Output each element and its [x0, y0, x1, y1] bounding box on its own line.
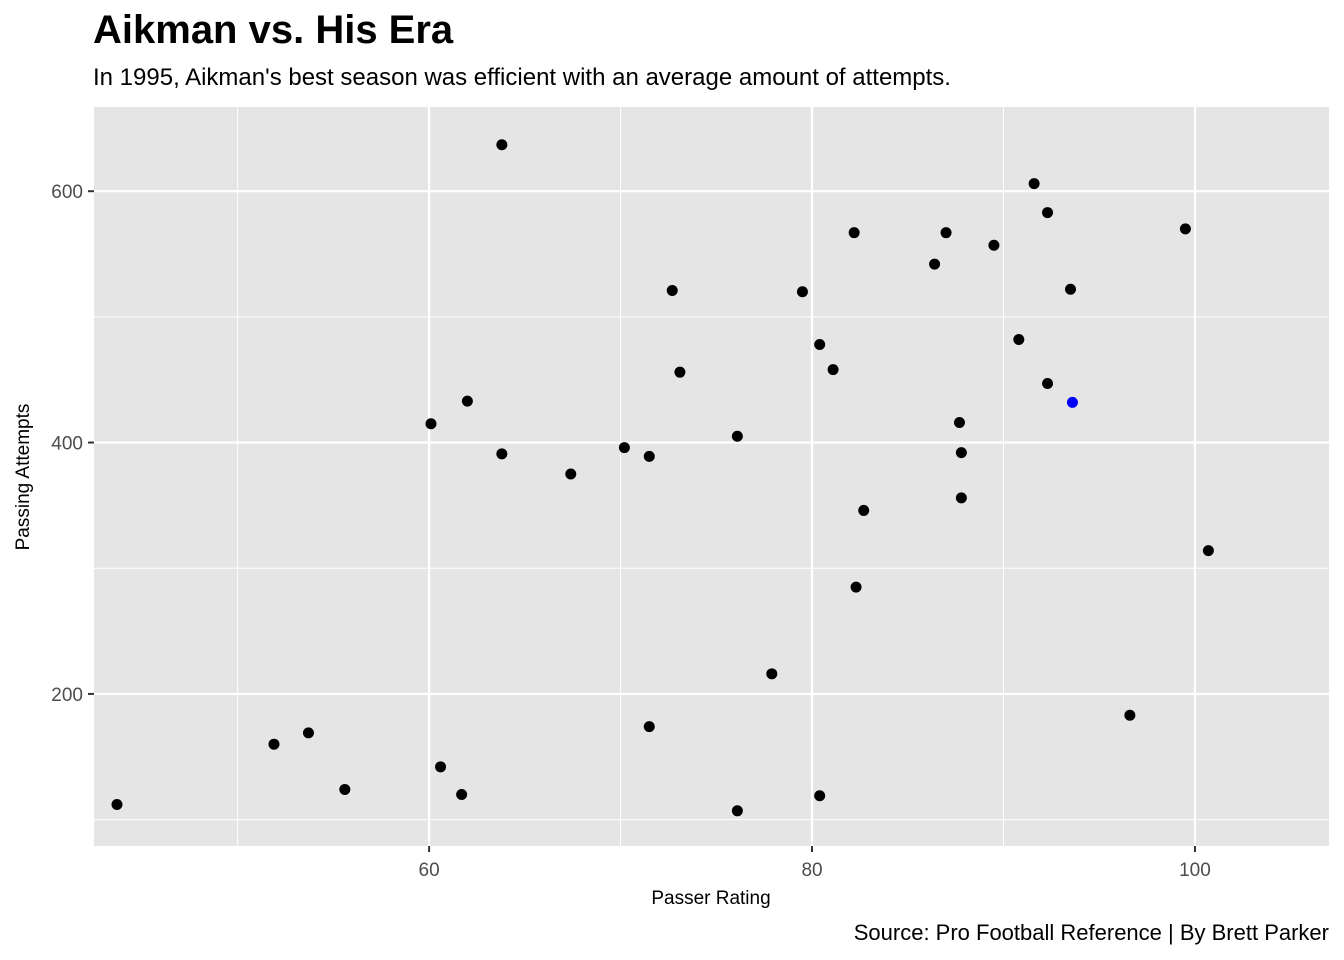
data-point [814, 790, 826, 802]
data-point [111, 799, 123, 811]
grid-minor [94, 107, 1329, 846]
data-point [302, 727, 314, 739]
data-point [643, 721, 655, 733]
highlight-point [1066, 396, 1078, 408]
y-tick-label: 400 [51, 434, 83, 455]
data-point [496, 448, 508, 460]
plot-panel [94, 107, 1329, 846]
data-point [1042, 207, 1054, 219]
x-tick-label: 80 [801, 860, 822, 881]
data-point [848, 227, 860, 239]
chart-subtitle: In 1995, Aikman's best season was effici… [93, 64, 951, 91]
grid-major [94, 107, 1329, 846]
data-point [731, 805, 743, 817]
data-points [111, 139, 1214, 817]
data-point [456, 788, 468, 800]
data-point [339, 783, 351, 795]
data-point [1042, 377, 1054, 389]
data-point [955, 447, 967, 459]
data-point [929, 258, 941, 270]
data-point [1179, 223, 1191, 235]
data-point [814, 339, 826, 351]
data-point [858, 504, 870, 516]
data-point [766, 668, 778, 680]
data-point [666, 284, 678, 296]
x-tick-label: 60 [419, 860, 440, 881]
data-point [953, 416, 965, 428]
data-point [496, 139, 508, 151]
y-axis-title: Passing Attempts [13, 404, 34, 551]
data-point [674, 366, 686, 378]
data-point [940, 227, 952, 239]
data-point [618, 442, 630, 454]
data-point [850, 581, 862, 593]
data-point [1013, 334, 1025, 346]
data-point [1028, 178, 1040, 190]
data-point [988, 239, 1000, 251]
data-point [827, 364, 839, 376]
data-point [425, 418, 437, 430]
data-point [1124, 709, 1136, 721]
data-point [1202, 545, 1214, 557]
data-point [435, 761, 447, 773]
data-point [731, 430, 743, 442]
data-point [565, 468, 577, 480]
x-tick-label: 100 [1179, 860, 1211, 881]
data-point [461, 395, 473, 407]
chart-caption: Source: Pro Football Reference | By Bret… [853, 920, 1329, 945]
data-point [955, 492, 967, 504]
axes: 60 80 100 200 400 600 [51, 182, 1211, 881]
y-tick-label: 600 [51, 182, 83, 203]
data-point [268, 738, 280, 750]
y-tick-label: 200 [51, 685, 83, 706]
chart-title: Aikman vs. His Era [93, 8, 454, 52]
data-point [643, 450, 655, 462]
data-point [1065, 283, 1077, 295]
data-point [796, 286, 808, 298]
x-axis-title: Passer Rating [651, 888, 770, 909]
